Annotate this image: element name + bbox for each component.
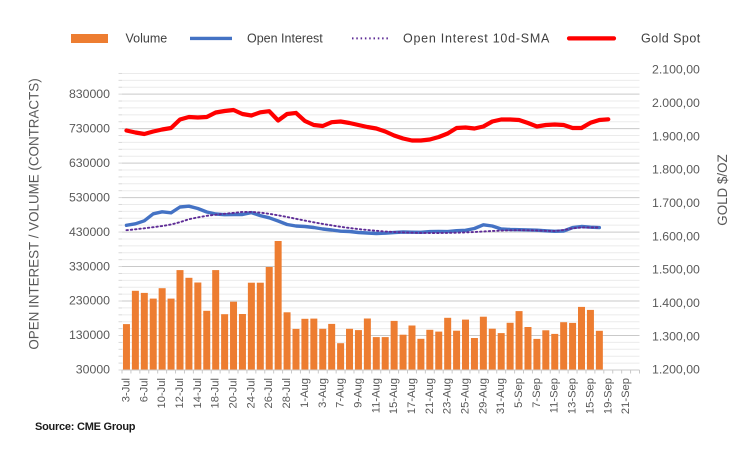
svg-text:1.900,00: 1.900,00	[652, 129, 700, 143]
svg-text:21-Sep: 21-Sep	[620, 378, 632, 414]
svg-text:9-Aug: 9-Aug	[352, 378, 364, 408]
svg-text:1.700,00: 1.700,00	[652, 196, 700, 210]
svg-text:11-Aug: 11-Aug	[370, 378, 382, 413]
svg-text:29-Aug: 29-Aug	[477, 378, 489, 414]
svg-text:1.600,00: 1.600,00	[652, 229, 700, 243]
svg-text:330000: 330000	[69, 259, 110, 273]
svg-text:OPEN INTEREST / VOLUME (CONTRA: OPEN INTEREST / VOLUME (CONTRACTS)	[27, 78, 42, 349]
svg-text:25-Aug: 25-Aug	[460, 378, 472, 414]
svg-text:13-Sep: 13-Sep	[567, 378, 579, 414]
svg-text:31-Aug: 31-Aug	[495, 378, 507, 414]
svg-text:21-Aug: 21-Aug	[424, 378, 436, 414]
svg-text:2.100,00: 2.100,00	[652, 63, 700, 77]
svg-text:1.500,00: 1.500,00	[652, 263, 700, 277]
svg-text:15-Sep: 15-Sep	[584, 378, 596, 414]
svg-text:19-Sep: 19-Sep	[602, 378, 614, 414]
svg-text:30000: 30000	[76, 363, 110, 377]
svg-text:GOLD $/OZ: GOLD $/OZ	[715, 154, 730, 225]
svg-text:Source: CME Group: Source: CME Group	[35, 421, 136, 433]
svg-text:15-Aug: 15-Aug	[388, 378, 400, 414]
svg-text:12-Jul: 12-Jul	[174, 378, 186, 408]
svg-text:7-Sep: 7-Sep	[531, 378, 543, 408]
svg-text:23-Aug: 23-Aug	[442, 378, 454, 414]
svg-text:130000: 130000	[69, 328, 110, 342]
svg-text:28-Jul: 28-Jul	[281, 378, 293, 408]
svg-text:830000: 830000	[69, 87, 110, 101]
svg-text:730000: 730000	[69, 121, 110, 135]
svg-text:11-Sep: 11-Sep	[549, 378, 561, 413]
svg-text:20-Jul: 20-Jul	[228, 378, 240, 408]
svg-text:430000: 430000	[69, 225, 110, 239]
svg-text:7-Aug: 7-Aug	[335, 378, 347, 408]
svg-text:230000: 230000	[69, 294, 110, 308]
svg-text:1.300,00: 1.300,00	[652, 329, 700, 343]
svg-text:2.000,00: 2.000,00	[652, 96, 700, 110]
svg-text:6-Jul: 6-Jul	[138, 378, 150, 402]
svg-text:14-Jul: 14-Jul	[192, 378, 204, 408]
svg-text:26-Jul: 26-Jul	[263, 378, 275, 408]
svg-text:1.800,00: 1.800,00	[652, 163, 700, 177]
svg-text:3-Jul: 3-Jul	[120, 378, 132, 402]
svg-text:Open Interest 10d-SMA: Open Interest 10d-SMA	[403, 32, 550, 46]
svg-text:3-Aug: 3-Aug	[317, 378, 329, 408]
svg-text:Volume: Volume	[126, 32, 168, 46]
svg-text:530000: 530000	[69, 190, 110, 204]
svg-text:5-Sep: 5-Sep	[513, 378, 525, 408]
svg-text:Gold Spot: Gold Spot	[641, 32, 701, 46]
svg-text:1-Aug: 1-Aug	[299, 378, 311, 408]
svg-text:630000: 630000	[69, 156, 110, 170]
svg-text:10-Jul: 10-Jul	[156, 378, 168, 408]
svg-text:17-Aug: 17-Aug	[406, 378, 418, 414]
svg-text:1.200,00: 1.200,00	[652, 363, 700, 377]
svg-text:Open Interest: Open Interest	[247, 32, 323, 46]
svg-text:24-Jul: 24-Jul	[245, 378, 257, 408]
svg-text:1.400,00: 1.400,00	[652, 296, 700, 310]
svg-text:18-Jul: 18-Jul	[210, 378, 222, 408]
